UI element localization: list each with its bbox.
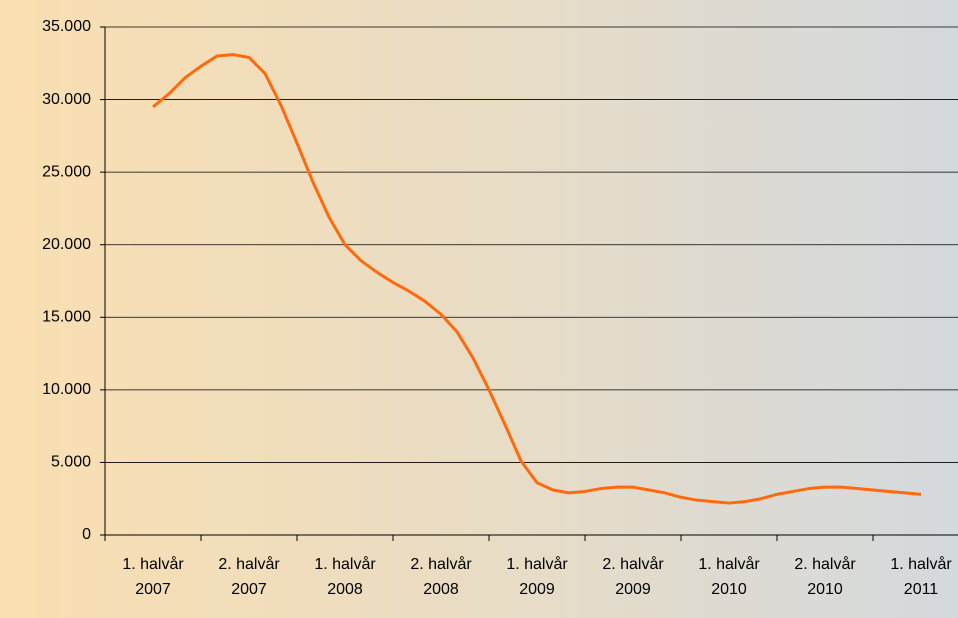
x-tick-label: 1. halvår 2008: [314, 556, 376, 598]
y-tick-label: 10.000: [42, 381, 91, 398]
x-tick-label: 1. halvår 2011: [890, 556, 952, 598]
y-tick-label: 15.000: [42, 309, 91, 326]
y-tick-label: 35.000: [42, 18, 91, 35]
y-tick-label: 5.000: [51, 454, 91, 471]
y-tick-label: 20.000: [42, 236, 91, 253]
x-tick-label: 2. halvår 2007: [218, 556, 280, 598]
y-tick-label: 0: [82, 526, 91, 543]
y-tick-label: 30.000: [42, 91, 91, 108]
x-tick-label: 1. halvår 2010: [698, 556, 760, 598]
x-tick-label: 2. halvår 2009: [602, 556, 664, 598]
x-tick-label: 1. halvår 2007: [122, 556, 184, 598]
x-tick-label: 2. halvår 2010: [794, 556, 856, 598]
line: [152, 53, 922, 505]
y-tick-label: 25.000: [42, 163, 91, 180]
x-tick-label: 2. halvår 2008: [410, 556, 472, 598]
x-tick-label: 1. halvår 2009: [506, 556, 568, 598]
